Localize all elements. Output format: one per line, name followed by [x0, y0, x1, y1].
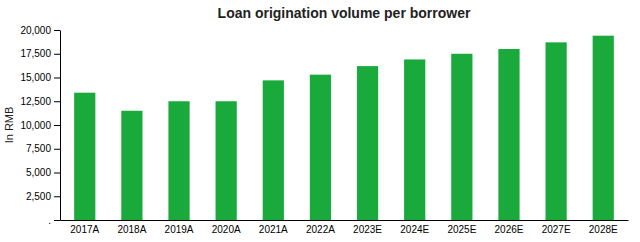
bar — [216, 101, 237, 220]
x-tick-label: 2025E — [447, 224, 476, 235]
y-tick: . — [48, 215, 60, 226]
y-tick-label: 15,000 — [20, 72, 51, 83]
y-tick: 7,500 — [26, 143, 60, 154]
y-tick: 15,000 — [20, 72, 60, 83]
y-tick-mark — [54, 125, 60, 126]
x-tick: 2023E — [353, 224, 382, 235]
x-tick-label: 2028E — [589, 224, 618, 235]
x-tick-label: 2019A — [165, 224, 194, 235]
y-tick-label: 7,500 — [26, 143, 51, 154]
plot-area: . 2,500 5,000 7,500 10,000 12,500 15,000 17,500… — [20, 25, 628, 235]
x-tick: 2026E — [495, 224, 524, 235]
y-tick-mark — [54, 149, 60, 150]
x-tick: 2022A — [306, 224, 335, 235]
chart-svg: . 2,500 5,000 7,500 10,000 12,500 15,000 17,500… — [0, 0, 640, 242]
x-axis-line — [61, 220, 629, 221]
bar — [498, 49, 519, 220]
y-tick-label: 10,000 — [20, 120, 51, 131]
y-tick-mark — [54, 196, 60, 197]
bar — [546, 42, 567, 220]
x-tick: 2025E — [447, 224, 476, 235]
y-tick-label: 5,000 — [26, 167, 51, 178]
bar — [168, 101, 189, 220]
x-tick-label: 2017A — [70, 224, 99, 235]
y-tick-mark — [54, 30, 60, 31]
x-tick-label: 2020A — [212, 224, 241, 235]
y-tick: 12,500 — [20, 96, 60, 107]
y-tick-mark — [54, 220, 60, 221]
y-tick: 10,000 — [20, 120, 60, 131]
x-tick-label: 2021A — [259, 224, 288, 235]
y-tick: 2,500 — [26, 191, 60, 202]
y-tick-mark — [54, 78, 60, 79]
bar — [263, 80, 284, 220]
x-tick: 2020A — [212, 224, 241, 235]
bar — [74, 93, 95, 220]
y-tick-label: 20,000 — [20, 25, 51, 36]
y-axis-line — [60, 31, 61, 221]
x-tick-label: 2018A — [117, 224, 146, 235]
bar — [451, 54, 472, 220]
x-tick-label: 2027E — [542, 224, 571, 235]
y-tick-mark — [54, 173, 60, 174]
x-tick: 2024E — [400, 224, 429, 235]
y-tick-mark — [54, 101, 60, 102]
x-tick: 2021A — [259, 224, 288, 235]
bar — [357, 66, 378, 220]
x-tick: 2017A — [70, 224, 99, 235]
x-tick-label: 2022A — [306, 224, 335, 235]
bar — [593, 36, 614, 220]
x-tick-label: 2023E — [353, 224, 382, 235]
x-tick-label: 2024E — [400, 224, 429, 235]
y-tick-mark — [54, 54, 60, 55]
y-tick-label: 12,500 — [20, 96, 51, 107]
y-tick-label: 2,500 — [26, 191, 51, 202]
x-axis: 2017A 2018A 2019A 2020A 2021A 2022A 2023E 2024E… — [61, 221, 629, 236]
bars — [74, 36, 614, 220]
bar — [310, 75, 331, 220]
title: Loan origination volume per borrower — [218, 5, 471, 21]
x-tick-label: 2026E — [495, 224, 524, 235]
y-tick-label: 17,500 — [20, 48, 51, 59]
x-tick: 2028E — [589, 224, 618, 235]
y-tick: 5,000 — [26, 167, 60, 178]
bar — [404, 59, 425, 220]
chart-container: . 2,500 5,000 7,500 10,000 12,500 15,000 17,500… — [0, 0, 640, 242]
y-tick: 20,000 — [20, 25, 60, 36]
x-tick: 2027E — [542, 224, 571, 235]
y-tick: 17,500 — [20, 48, 60, 59]
bar — [121, 111, 142, 220]
y-tick-label: . — [48, 215, 51, 226]
y-axis-title: In RMB — [3, 107, 15, 144]
y-axis: . 2,500 5,000 7,500 10,000 12,500 15,000 17,500… — [20, 25, 60, 226]
x-tick: 2019A — [165, 224, 194, 235]
x-tick: 2018A — [117, 224, 146, 235]
